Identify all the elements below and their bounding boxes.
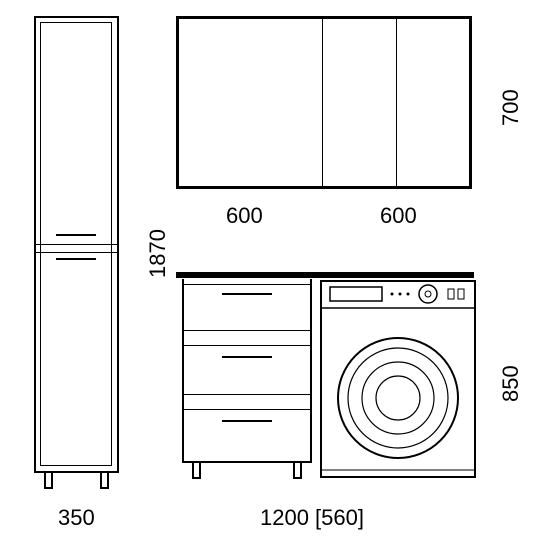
vanity-leg-l-foot	[192, 477, 201, 479]
vanity-dim-width: 1200 [560]	[260, 505, 364, 531]
vanity-dim-height: 850	[498, 365, 524, 402]
wall-cab-dim-right: 600	[380, 203, 417, 229]
washer-icon	[320, 280, 476, 480]
drawer-handle-2	[222, 356, 272, 358]
tall-cab-top	[34, 16, 119, 18]
wall-cab-bottom	[176, 186, 472, 189]
wall-cab-div1	[322, 19, 323, 186]
wall-cab-top	[176, 16, 472, 19]
tall-cab-inner-bot	[40, 465, 112, 466]
tall-cab-dim-width: 350	[58, 505, 95, 531]
tall-cab-dim-height: 1870	[145, 229, 171, 278]
vanity-leg-r1	[293, 463, 295, 477]
drawer-line2	[184, 345, 310, 346]
tall-cab-shelf-bot	[36, 252, 117, 253]
wall-cab-left	[176, 16, 179, 189]
vanity-leg-r-foot	[293, 477, 302, 479]
tall-cab-right	[117, 16, 119, 473]
tall-cab-leg-r1	[100, 473, 102, 487]
wall-cab-dim-height: 700	[498, 89, 524, 126]
wall-cab-div2	[396, 19, 397, 186]
tall-cab-leg-r2	[107, 473, 109, 487]
tall-cab-shelf-top	[36, 244, 117, 245]
vanity-leg-l2	[199, 463, 201, 477]
drawer-left	[182, 279, 184, 463]
drawing-canvas: 350 1870 600 600 700	[0, 0, 548, 539]
tall-cab-leg-l1	[44, 473, 46, 487]
drawer-handle-3	[222, 420, 272, 422]
vanity-top	[176, 272, 474, 278]
wall-cab-right	[469, 16, 472, 189]
tall-cab-inner-top	[40, 22, 112, 23]
drawer-line3	[184, 394, 310, 395]
drawer-handle-1	[222, 293, 272, 295]
vanity-leg-l1	[192, 463, 194, 477]
drawer-line0	[184, 284, 310, 285]
tall-cab-leg-l-foot	[44, 487, 53, 489]
drawer-right	[310, 279, 312, 463]
drawer-line1	[184, 330, 310, 331]
tall-cab-handle-lower	[56, 258, 96, 260]
vanity-leg-r2	[300, 463, 302, 477]
drawer-line4	[184, 409, 310, 410]
tall-cab-leg-r-foot	[100, 487, 109, 489]
tall-cab-leg-l2	[51, 473, 53, 487]
tall-cab-handle-upper	[56, 234, 96, 236]
wall-cab-dim-left: 600	[226, 203, 263, 229]
